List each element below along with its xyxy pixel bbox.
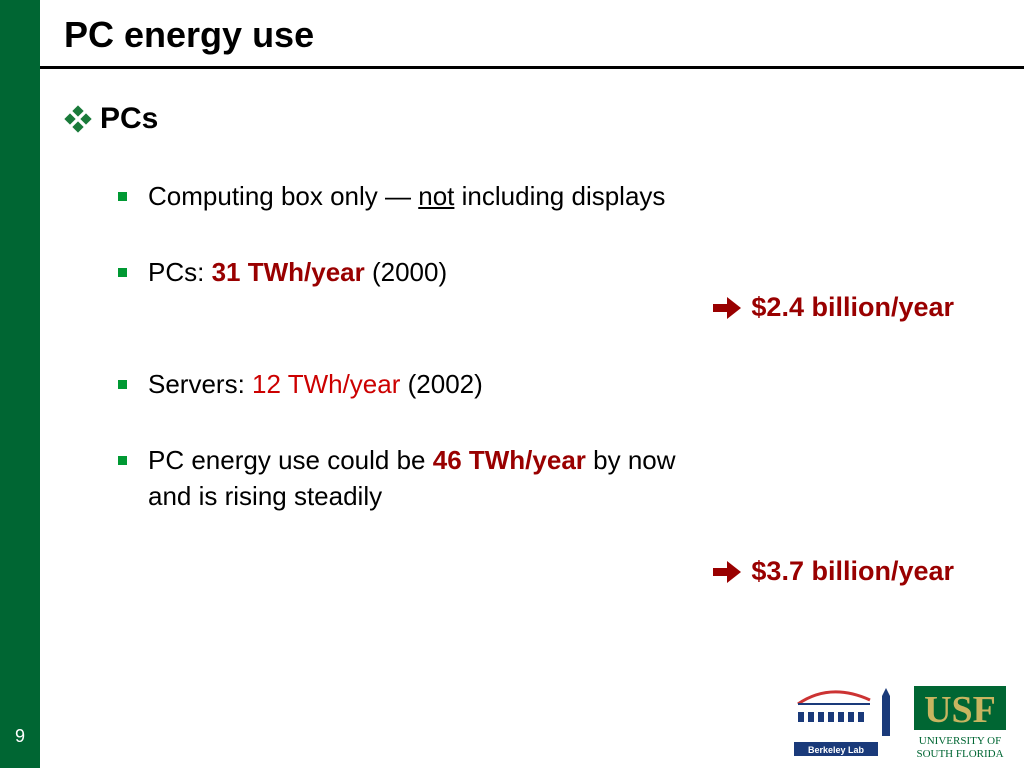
- usf-line1: UNIVERSITY OF: [919, 735, 1001, 747]
- bullet-text: PCs: 31 TWh/year (2000): [148, 257, 448, 287]
- logo-area: Berkeley Lab USF UNIVERSITY OF SOUTH FLO…: [790, 682, 1010, 762]
- right-arrow-icon: [713, 560, 742, 583]
- square-bullet-icon: [118, 456, 127, 465]
- square-bullet-icon: [118, 192, 127, 201]
- bullet-text: Computing box only — not including displ…: [148, 181, 666, 211]
- right-arrow-icon: [713, 296, 742, 319]
- usf-logo-text: USF: [924, 689, 996, 731]
- result-pc-energy-cost: $3.7 billion/year: [713, 556, 954, 587]
- section-heading: PCs: [64, 102, 158, 136]
- left-sidebar: 9: [0, 0, 40, 768]
- title-divider: [40, 66, 1024, 69]
- bullet-pc-energy: PC energy use could be 46 TWh/year by no…: [118, 442, 676, 514]
- pcs-value: 31 TWh/year: [211, 257, 365, 287]
- square-bullet-icon: [118, 268, 127, 277]
- berkeley-lab-text: Berkeley Lab: [808, 745, 865, 755]
- servers-value: 12 TWh/year: [252, 369, 401, 399]
- page-title: PC energy use: [64, 14, 315, 55]
- emphasis-not: not: [418, 181, 455, 211]
- bullet-servers: Servers: 12 TWh/year (2002): [118, 366, 483, 402]
- usf-line2: SOUTH FLORIDA: [916, 748, 1003, 760]
- square-bullet-icon: [118, 380, 127, 389]
- diamond-bullet-icon: [64, 105, 92, 133]
- pc-energy-value: 46 TWh/year: [432, 445, 586, 475]
- slide-number: 9: [14, 726, 25, 746]
- berkeley-lab-logo: Berkeley Lab USF UNIVERSITY OF SOUTH FLO…: [794, 686, 1006, 760]
- bullet-text: PC energy use could be 46 TWh/year by no…: [148, 445, 676, 511]
- result-pcs-cost: $2.4 billion/year: [713, 292, 954, 323]
- section-heading-text: PCs: [100, 102, 159, 135]
- result-text: $3.7 billion/year: [751, 556, 954, 586]
- result-text: $2.4 billion/year: [751, 292, 954, 322]
- bullet-computing-box: Computing box only — not including displ…: [118, 178, 665, 214]
- bullet-text: Servers: 12 TWh/year (2002): [148, 369, 483, 399]
- bullet-pcs: PCs: 31 TWh/year (2000): [118, 254, 447, 290]
